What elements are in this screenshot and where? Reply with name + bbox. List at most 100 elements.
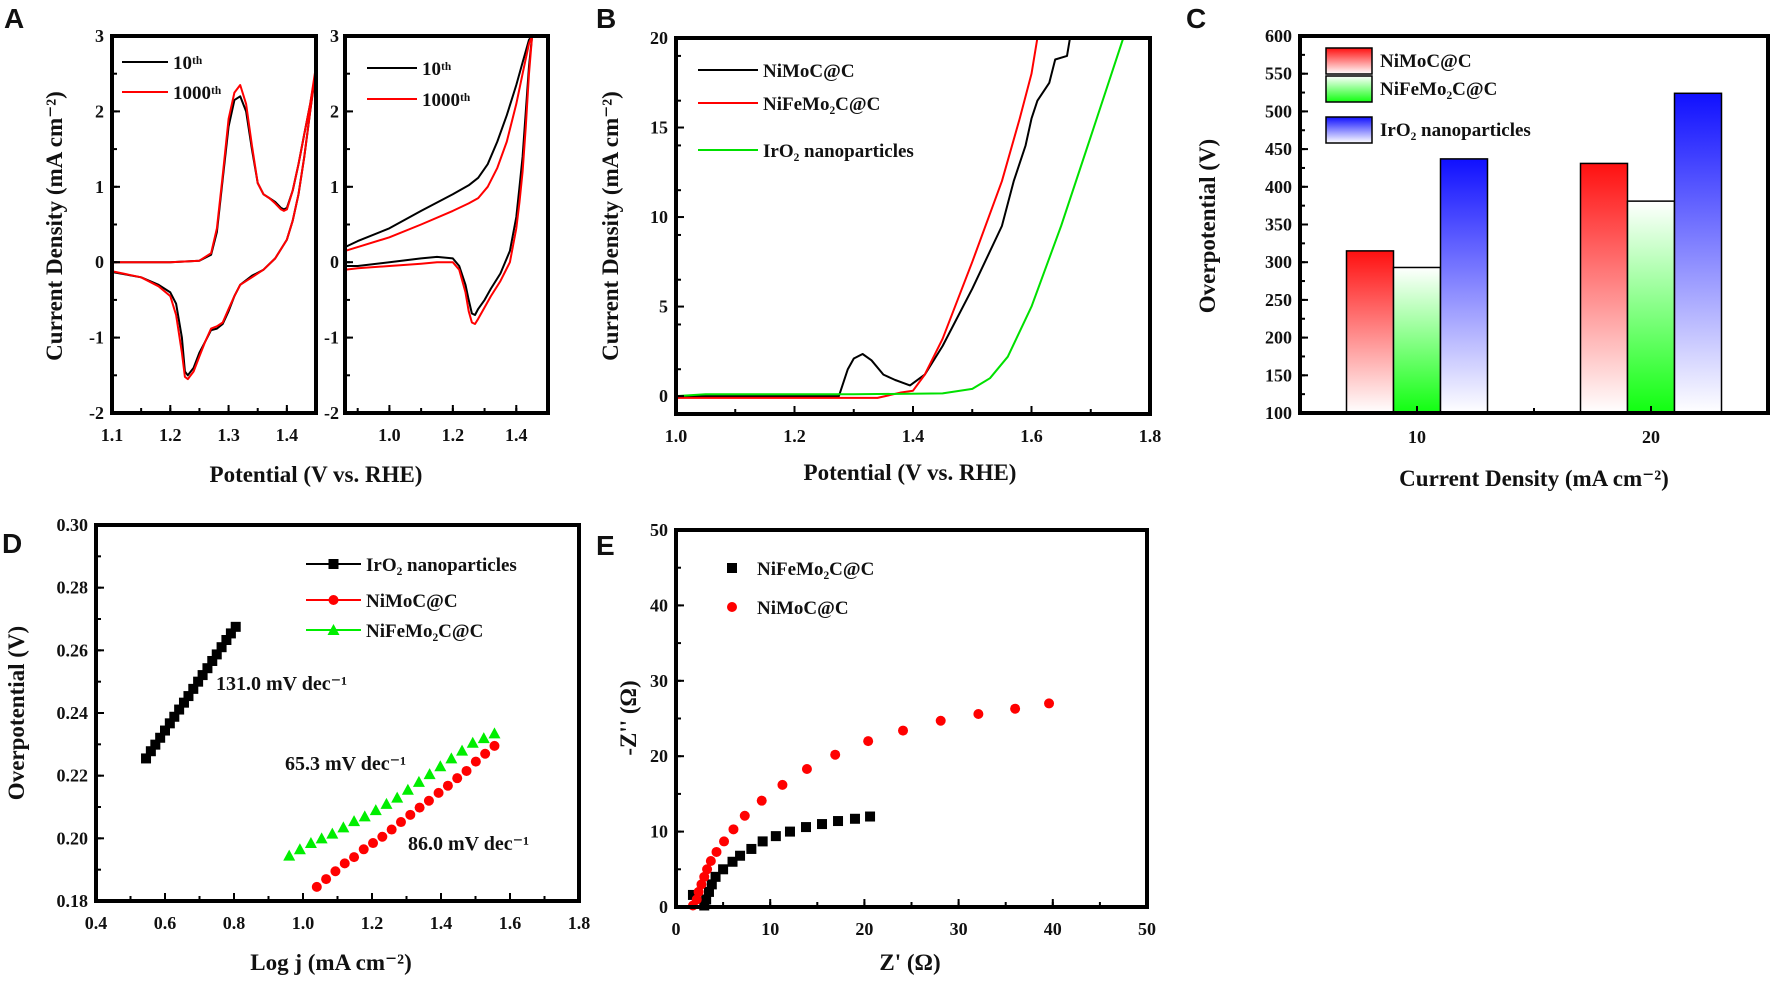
data-point-circle (489, 740, 500, 751)
panel-label: E (596, 530, 615, 561)
data-point-square (865, 811, 876, 822)
slope-annotation: 131.0 mV dec⁻¹ (216, 673, 347, 695)
data-point-circle (377, 831, 388, 842)
data-point-square (746, 843, 757, 854)
data-point-circle (480, 748, 491, 759)
y-tick-label: 350 (1265, 215, 1292, 235)
data-point-circle (423, 795, 434, 806)
data-point-square (687, 889, 698, 900)
data-point-circle (470, 756, 481, 767)
data-point-triangle (423, 768, 436, 780)
x-axis-title: Z' (Ω) (879, 950, 940, 975)
panel-label: B (596, 3, 616, 34)
y-tick-label: 1 (330, 177, 339, 197)
data-point-circle (414, 802, 425, 813)
y-tick-label: 150 (1265, 365, 1292, 385)
x-tick-label: 1.4 (505, 425, 528, 445)
x-tick-label: 1.0 (665, 426, 688, 446)
y-tick-label: 450 (1265, 139, 1292, 159)
y-tick-label: -2 (324, 403, 339, 423)
data-point-circle (935, 715, 946, 726)
legend-label: 10ᵗʰ (422, 59, 452, 80)
x-tick-label: 1.2 (361, 913, 384, 933)
x-tick-label: 1.3 (217, 425, 240, 445)
data-point-circle (386, 824, 397, 835)
x-tick-label: 0.6 (154, 913, 177, 933)
series-line-0 (676, 37, 1071, 398)
legend-swatch (1325, 116, 1373, 144)
legend-swatch (1325, 47, 1373, 75)
x-tick-label: 1.0 (378, 425, 401, 445)
data-point-triangle (391, 791, 404, 803)
data-point-triangle (466, 736, 479, 748)
data-point-triangle (477, 732, 490, 744)
series-line-0 (344, 35, 534, 316)
data-point-circle (719, 836, 730, 847)
x-tick-label: 1.1 (101, 425, 124, 445)
data-point-triangle (380, 797, 393, 809)
legend-label: NiFeMo₂C@C (1380, 79, 1497, 100)
y-tick-label: 15 (650, 118, 668, 138)
legend-label: NiFeMo₂C@C (763, 94, 880, 115)
x-tick-label: 1.2 (442, 425, 465, 445)
legend-label: NiMoC@C (757, 598, 849, 619)
y-tick-label: 5 (659, 297, 668, 317)
x-tick-label: 50 (1138, 919, 1156, 939)
y-axis-title: Current Density (mA cm⁻²) (598, 91, 623, 361)
y-tick-label: -1 (324, 328, 339, 348)
legend-label: 1000ᵗʰ (422, 90, 471, 111)
data-point-triangle (401, 783, 414, 795)
x-tick-label: 40 (1044, 919, 1062, 939)
data-point-triangle (283, 849, 296, 861)
x-tick-label: 20 (855, 919, 873, 939)
data-point-square (800, 822, 811, 833)
data-point-square (188, 683, 199, 694)
y-tick-label: 20 (650, 746, 668, 766)
legend-label: NiMoC@C (1380, 51, 1472, 72)
legend-label: IrO₂ nanoparticles (366, 555, 517, 576)
data-point-circle (442, 780, 453, 791)
data-point-square (211, 649, 222, 660)
data-point-circle (433, 787, 444, 798)
y-tick-label: 500 (1265, 101, 1292, 121)
x-tick-label: 1.6 (1020, 426, 1043, 446)
legend-swatch (1325, 75, 1373, 103)
y-axis-title: Current Density (mA cm⁻²) (42, 91, 67, 361)
data-point-circle (395, 817, 406, 828)
legend-marker (327, 624, 340, 635)
data-point-triangle (488, 727, 501, 739)
data-point-square (174, 704, 185, 715)
data-point-circle (1044, 698, 1055, 709)
data-point-square (770, 831, 781, 842)
data-point-square (183, 691, 194, 702)
x-axis-title: Current Density (mA cm⁻²) (1399, 466, 1669, 491)
bar-nimocc-10 (1345, 250, 1395, 414)
panel-label: D (2, 528, 22, 559)
y-tick-label: 10 (650, 822, 668, 842)
legend-label: NiMoC@C (366, 591, 458, 612)
data-point-circle (693, 886, 704, 897)
y-tick-label: 40 (650, 595, 668, 615)
data-point-circle (368, 838, 379, 849)
series-line-1 (111, 65, 317, 381)
data-point-circle (461, 765, 472, 776)
data-point-circle (705, 856, 716, 867)
y-tick-label: 0 (95, 252, 104, 272)
data-point-circle (330, 866, 341, 877)
x-tick-label: 10 (1408, 427, 1426, 447)
data-point-square (150, 739, 161, 750)
bar-nifemocc-20 (1626, 200, 1676, 414)
data-point-circle (405, 809, 416, 820)
x-tick-label: 1.4 (276, 425, 299, 445)
data-point-triangle (445, 752, 458, 764)
y-axis-title: -Z'' (Ω) (616, 680, 641, 755)
y-tick-label: 30 (650, 671, 668, 691)
data-point-circle (1010, 703, 1021, 714)
x-tick-label: 0.4 (85, 913, 108, 933)
data-point-triangle (358, 810, 371, 822)
x-tick-label: 20 (1642, 427, 1660, 447)
y-tick-label: 100 (1265, 403, 1292, 423)
legend-label: NiFeMo₂C@C (366, 621, 483, 642)
legend-label: NiMoC@C (763, 61, 855, 82)
